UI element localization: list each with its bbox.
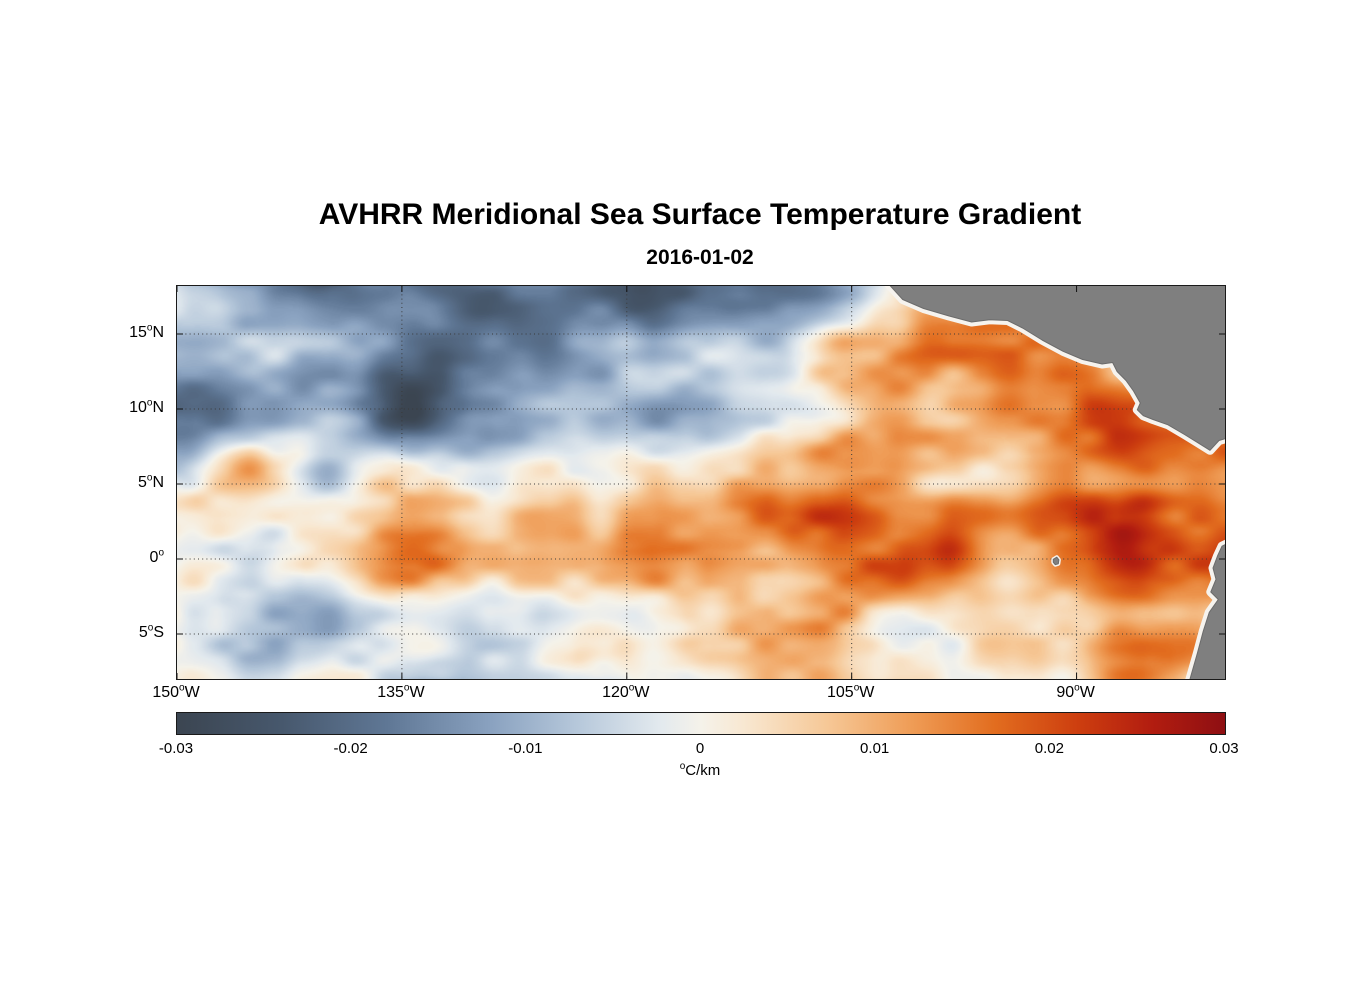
y-tick-label: 0o [149, 547, 164, 566]
colorbar-tick-label: -0.02 [333, 740, 368, 757]
y-tick-label: 10oN [129, 397, 164, 416]
map-plot [176, 285, 1226, 680]
land-south-america [1189, 544, 1225, 679]
x-tick-label: 150oW [152, 682, 200, 701]
colorbar-tick-label: -0.01 [508, 740, 543, 757]
x-axis: 150oW 135oW 120oW 105oW 90oW [152, 682, 1224, 708]
colorbar-tick-label: 0.02 [1034, 740, 1064, 757]
land-galapagos-island [1052, 556, 1060, 566]
colorbar-unit-text: C/km [685, 762, 721, 779]
colorbar-unit: oC/km [176, 761, 1224, 780]
colorbar-tick-label: -0.03 [158, 740, 194, 757]
x-tick-label: 90oW [1056, 682, 1095, 701]
y-tick-label: 5oN [137, 472, 164, 491]
y-axis: 15oN 10oN 5oN 0o 5oS [0, 285, 168, 678]
colorbar-tick-label: 0.03 [1209, 740, 1239, 757]
figure-date: 2016-01-02 [646, 246, 754, 269]
y-tick-label: 15oN [129, 322, 164, 341]
colorbar-unit-degree: o [679, 761, 686, 772]
heatmap-canvas [177, 286, 1225, 679]
colorbar-tick-label: 0 [695, 740, 705, 757]
land-central-america [889, 286, 1225, 451]
figure-title: AVHRR Meridional Sea Surface Temperature… [318, 198, 1082, 231]
x-tick-label: 105oW [826, 682, 875, 701]
colorbar-ticks: -0.03 -0.02 -0.01 0 0.01 0.02 0.03 [159, 740, 1239, 758]
x-tick-label: 135oW [377, 682, 425, 701]
colorbar-gradient [177, 713, 1225, 734]
colorbar-tick-label: 0.01 [860, 740, 890, 757]
x-tick-label: 120oW [602, 682, 650, 701]
map-overlay [177, 286, 1225, 679]
y-tick-label: 5oS [138, 622, 164, 641]
colorbar [176, 712, 1226, 735]
